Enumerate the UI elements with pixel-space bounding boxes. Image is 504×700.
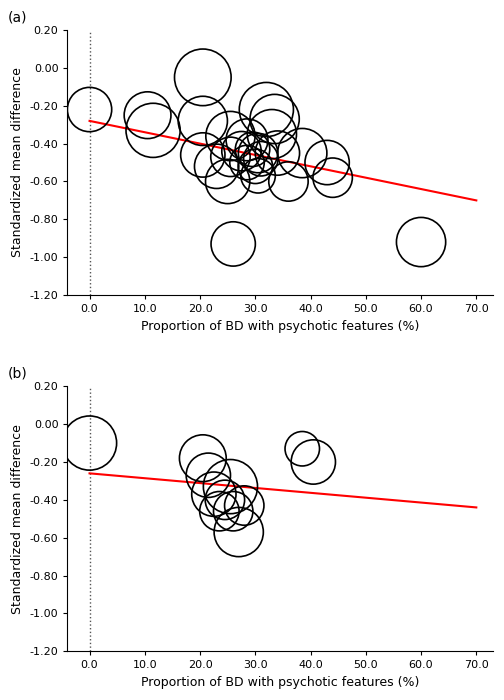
Point — [254, 148, 262, 159]
Point — [323, 157, 331, 168]
Point — [199, 116, 207, 127]
Point — [298, 148, 306, 159]
Point — [243, 157, 251, 168]
Point — [86, 104, 94, 115]
Point — [204, 470, 212, 481]
Point — [226, 481, 234, 492]
Point — [329, 172, 337, 183]
Point — [149, 125, 157, 136]
Point — [229, 238, 237, 249]
Text: (a): (a) — [8, 10, 27, 25]
Y-axis label: Standardized mean difference: Standardized mean difference — [11, 68, 24, 258]
Y-axis label: Standardized mean difference: Standardized mean difference — [11, 424, 24, 614]
Point — [210, 489, 218, 500]
Point — [226, 151, 234, 162]
Point — [262, 104, 270, 115]
Point — [257, 153, 265, 164]
Point — [243, 134, 251, 146]
X-axis label: Proportion of BD with psychotic features (%): Proportion of BD with psychotic features… — [141, 676, 419, 689]
Point — [298, 443, 306, 454]
Point — [254, 170, 262, 181]
Point — [199, 149, 207, 160]
Point — [237, 146, 245, 157]
Point — [229, 505, 237, 517]
X-axis label: Proportion of BD with psychotic features (%): Proportion of BD with psychotic features… — [141, 320, 419, 332]
Point — [221, 494, 229, 505]
Point — [273, 148, 281, 159]
Point — [284, 176, 292, 187]
Point — [309, 456, 318, 468]
Point — [199, 71, 207, 83]
Point — [215, 505, 223, 517]
Point — [224, 176, 232, 187]
Point — [199, 453, 207, 464]
Point — [86, 438, 94, 449]
Point — [268, 129, 276, 140]
Point — [213, 161, 221, 172]
Point — [144, 110, 152, 121]
Point — [251, 161, 260, 172]
Point — [248, 144, 257, 155]
Point — [240, 500, 248, 511]
Point — [226, 130, 234, 141]
Point — [417, 237, 425, 248]
Point — [235, 526, 243, 538]
Point — [271, 113, 279, 125]
Text: (b): (b) — [8, 367, 28, 381]
